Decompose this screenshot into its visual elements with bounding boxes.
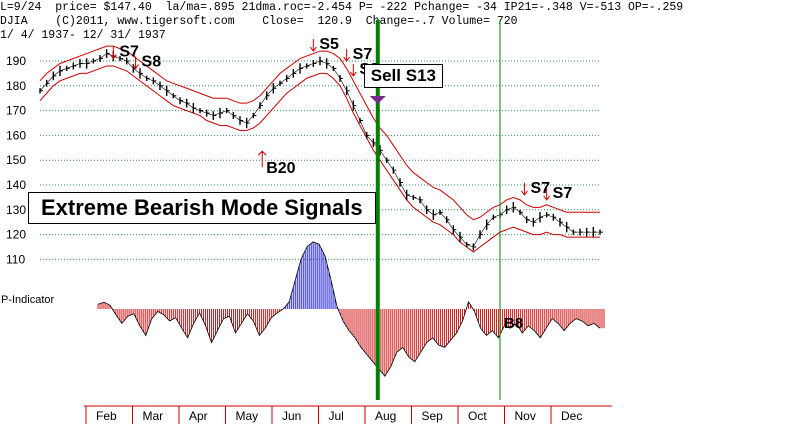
y-tick-label: 180 — [6, 79, 26, 93]
buy-arrow — [257, 150, 267, 168]
price-close-line — [39, 53, 600, 248]
sell-signal-label: S7 — [553, 185, 573, 202]
month-label: Sep — [422, 409, 444, 423]
sell-arrow — [521, 182, 528, 196]
month-label: Aug — [375, 409, 396, 423]
sell-arrow — [309, 39, 317, 52]
month-label: Dec — [561, 409, 582, 423]
sell-s13-label-box: Sell S13 — [363, 64, 443, 88]
p-indicator-line — [97, 241, 601, 377]
y-tick-label: 130 — [6, 203, 26, 217]
b8-signal-label: B8 — [504, 315, 523, 332]
month-label: May — [236, 409, 259, 423]
month-label: Jun — [282, 409, 301, 423]
lower-band-line — [39, 65, 600, 253]
buy-signal-label: B20 — [266, 160, 295, 177]
header-title-line: DJIA (C)2011, www.tigersoft.com Close= 1… — [0, 15, 518, 28]
sell-signal-label: S7 — [530, 180, 550, 197]
y-tick-label: 150 — [6, 153, 26, 167]
upper-band-line — [39, 45, 600, 221]
y-tick-label: 170 — [6, 104, 26, 118]
sell-s13-triangle — [369, 96, 386, 104]
y-tick-label: 110 — [6, 252, 25, 266]
month-label: Oct — [468, 409, 487, 423]
y-tick-label: 190 — [6, 54, 26, 68]
y-tick-label: 140 — [6, 178, 26, 192]
sell-signal-label: S7 — [119, 44, 139, 61]
sell-arrow — [343, 49, 351, 62]
sell-signal-label: S8 — [142, 53, 162, 70]
month-label: Jul — [329, 409, 344, 423]
month-label: Apr — [189, 409, 208, 423]
y-tick-label: 160 — [6, 128, 26, 142]
sell-signal-label: S5 — [319, 36, 339, 53]
header-date-range: 1/ 4/ 1937- 12/ 31/ 1937 — [0, 29, 166, 42]
sell-arrow — [543, 187, 551, 201]
month-label: Mar — [143, 409, 164, 423]
month-label: Feb — [96, 409, 117, 423]
sell-arrow — [109, 46, 117, 60]
sell-arrow — [349, 63, 357, 77]
sell-arrow — [132, 56, 139, 70]
mode-label-box: Extreme Bearish Mode Signals — [28, 192, 376, 224]
sell-signal-label: S7 — [353, 46, 373, 63]
y-tick-label: 120 — [6, 228, 26, 242]
p-indicator-label: P-Indicator — [1, 294, 55, 306]
header-stats-line: L=9/24 price= $147.40 la/ma=.895 21dma.r… — [0, 1, 684, 14]
month-label: Nov — [515, 409, 536, 423]
